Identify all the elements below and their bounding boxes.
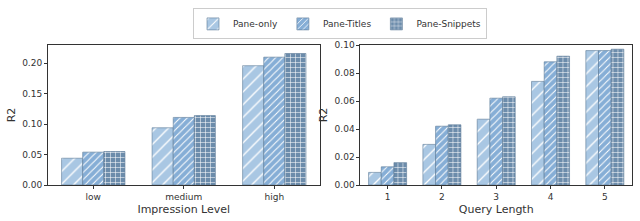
svg-text:R2: R2 xyxy=(317,108,330,123)
svg-text:3: 3 xyxy=(493,192,499,202)
svg-text:0.10: 0.10 xyxy=(335,40,355,50)
svg-text:high: high xyxy=(264,192,284,202)
svg-text:5: 5 xyxy=(602,192,608,202)
svg-text:Pane-only: Pane-only xyxy=(233,19,278,29)
svg-text:0.00: 0.00 xyxy=(22,180,42,190)
svg-text:0.05: 0.05 xyxy=(22,150,42,160)
svg-text:Query Length: Query Length xyxy=(459,203,534,216)
svg-text:0.08: 0.08 xyxy=(335,68,355,78)
svg-text:Pane-Snippets: Pane-Snippets xyxy=(416,19,480,29)
svg-text:0.06: 0.06 xyxy=(335,96,355,106)
svg-text:2: 2 xyxy=(439,192,445,202)
svg-text:R2: R2 xyxy=(5,108,18,123)
svg-text:0.04: 0.04 xyxy=(335,124,355,134)
svg-text:Impression Level: Impression Level xyxy=(137,203,230,216)
svg-text:0.20: 0.20 xyxy=(22,58,42,68)
svg-text:0.02: 0.02 xyxy=(335,152,355,162)
svg-text:0.15: 0.15 xyxy=(22,89,42,99)
svg-text:0.00: 0.00 xyxy=(335,180,355,190)
svg-text:0.10: 0.10 xyxy=(22,119,42,129)
svg-text:medium: medium xyxy=(165,192,202,202)
svg-text:1: 1 xyxy=(385,192,391,202)
svg-text:Pane-Titles: Pane-Titles xyxy=(323,19,371,29)
svg-text:low: low xyxy=(86,192,101,202)
svg-text:4: 4 xyxy=(548,192,554,202)
